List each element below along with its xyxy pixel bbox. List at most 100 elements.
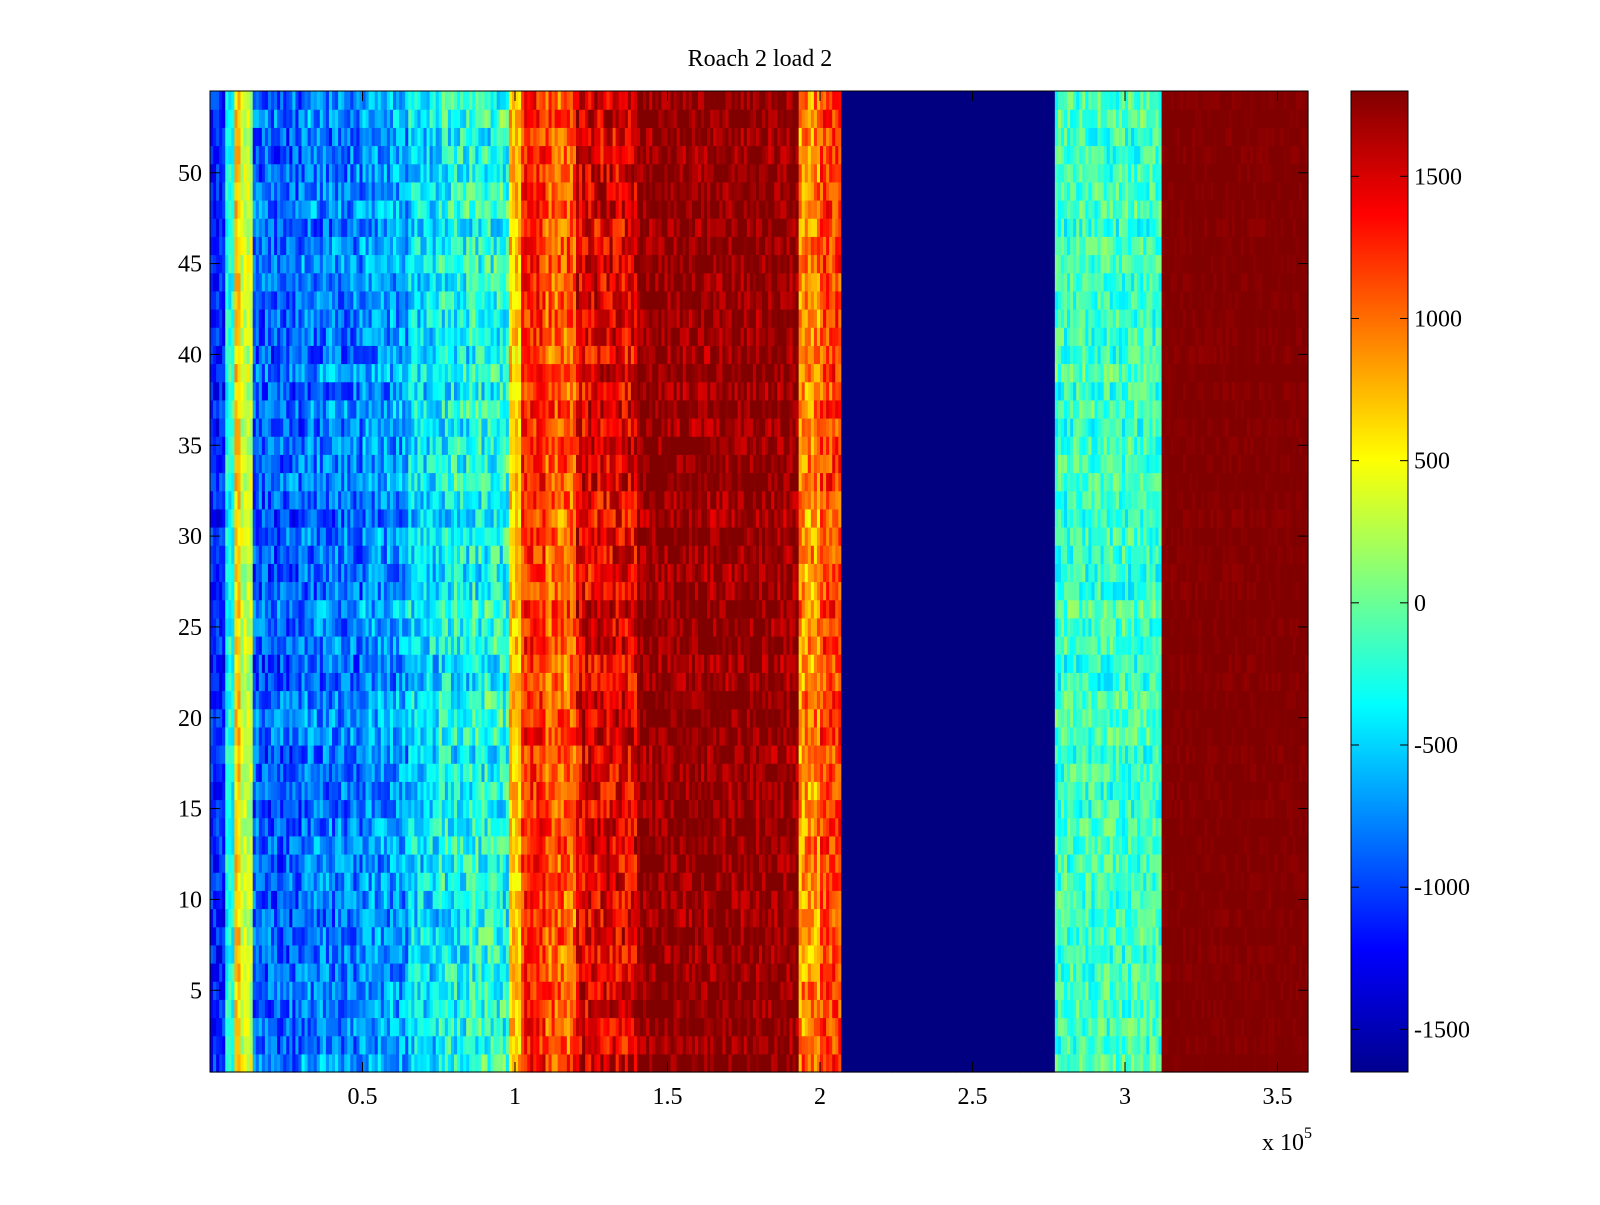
heatmap-cell	[289, 872, 293, 891]
heatmap-cell	[295, 1053, 300, 1073]
heatmap-cell	[325, 381, 330, 401]
heatmap-cell	[213, 835, 217, 855]
heatmap-cell	[307, 200, 312, 219]
heatmap-cell	[225, 690, 229, 710]
heatmap-cell	[307, 599, 312, 619]
heatmap-cell	[210, 1017, 214, 1037]
heatmap-cell	[261, 999, 266, 1019]
heatmap-cell	[261, 926, 266, 946]
heatmap-cell	[304, 399, 309, 419]
heatmap-cell	[213, 636, 217, 655]
heatmap-cell	[313, 91, 318, 110]
heatmap-cell	[258, 254, 263, 274]
heatmap-cell	[274, 91, 278, 110]
heatmap-cell	[219, 763, 223, 782]
heatmap-cell	[222, 835, 226, 855]
heatmap-cell	[292, 91, 296, 110]
heatmap-cell	[328, 508, 333, 528]
heatmap-cell	[289, 1017, 293, 1037]
heatmap-cell	[277, 581, 281, 601]
heatmap-cell	[283, 181, 287, 201]
heatmap-cell	[322, 1035, 327, 1055]
heatmap-cell	[298, 200, 303, 219]
heatmap-cell	[258, 1053, 263, 1073]
heatmap-cell	[264, 672, 269, 692]
heatmap-cell	[292, 908, 296, 928]
heatmap-cell	[225, 290, 229, 310]
heatmap-cell	[313, 418, 318, 437]
heatmap-cell	[213, 726, 217, 746]
heatmap-cell	[255, 708, 260, 728]
heatmap-cell	[295, 363, 300, 383]
heatmap-cell	[228, 109, 232, 128]
heatmap-cell	[249, 690, 254, 710]
heatmap-cell	[219, 309, 223, 328]
heatmap-cell	[234, 454, 239, 474]
heatmap-cell	[234, 726, 239, 746]
heatmap-cell	[274, 835, 278, 855]
heatmap-cell	[243, 345, 248, 365]
heatmap-cell	[261, 290, 266, 310]
heatmap-cell	[258, 817, 263, 837]
heatmap-cell	[264, 1035, 269, 1055]
heatmap-cell	[231, 599, 235, 619]
heatmap-cell	[246, 617, 251, 637]
heatmap-cell	[280, 890, 284, 910]
heatmap-cell	[243, 944, 248, 964]
heatmap-cell	[255, 145, 260, 165]
heatmap-cell	[274, 926, 278, 946]
heatmap-cell	[219, 617, 223, 637]
heatmap-cell	[304, 527, 309, 546]
heatmap-cell	[322, 545, 327, 564]
heatmap-cell	[231, 835, 235, 855]
heatmap-cell	[304, 636, 309, 655]
heatmap-cell	[283, 109, 287, 128]
heatmap-cell	[258, 418, 263, 437]
heatmap-cell	[274, 726, 278, 746]
heatmap-cell	[316, 999, 321, 1019]
heatmap-cell	[322, 617, 327, 637]
heatmap-cell	[255, 327, 260, 346]
heatmap-cell	[304, 872, 309, 891]
heatmap-cell	[243, 527, 248, 546]
heatmap-cell	[274, 617, 278, 637]
heatmap-cell	[210, 726, 214, 746]
heatmap-cell	[301, 672, 306, 692]
heatmap-cell	[298, 272, 303, 292]
heatmap-cell	[228, 454, 232, 474]
heatmap-cell	[271, 490, 275, 510]
heatmap-cell	[301, 200, 306, 219]
heatmap-cell	[280, 399, 284, 419]
heatmap-cell	[243, 218, 248, 237]
heatmap-cell	[222, 254, 226, 274]
heatmap-cell	[261, 218, 266, 237]
heatmap-cell	[271, 508, 275, 528]
heatmap-cell	[264, 981, 269, 1000]
heatmap-cell	[228, 145, 232, 165]
heatmap-cell	[228, 1035, 232, 1055]
heatmap-cell	[304, 472, 309, 492]
heatmap-cell	[243, 926, 248, 946]
heatmap-cell	[234, 436, 239, 455]
heatmap-cell	[249, 436, 254, 455]
heatmap-cell	[228, 527, 232, 546]
heatmap-cell	[307, 218, 312, 237]
heatmap-cell	[219, 327, 223, 346]
heatmap-cell	[295, 109, 300, 128]
heatmap-cell	[322, 999, 327, 1019]
heatmap-cell	[295, 963, 300, 982]
heatmap-cell	[246, 690, 251, 710]
heatmap-cell	[286, 690, 290, 710]
heatmap-cell	[210, 763, 214, 782]
heatmap-cell	[295, 944, 300, 964]
heatmap-cell	[219, 999, 223, 1019]
heatmap-cell	[252, 309, 257, 328]
heatmap-cell	[210, 508, 214, 528]
heatmap-cell	[292, 145, 296, 165]
heatmap-cell	[231, 926, 235, 946]
heatmap-cell	[234, 290, 239, 310]
heatmap-cell	[316, 1035, 321, 1055]
heatmap-cell	[213, 145, 217, 165]
heatmap-cell	[264, 726, 269, 746]
heatmap-cell	[246, 454, 251, 474]
